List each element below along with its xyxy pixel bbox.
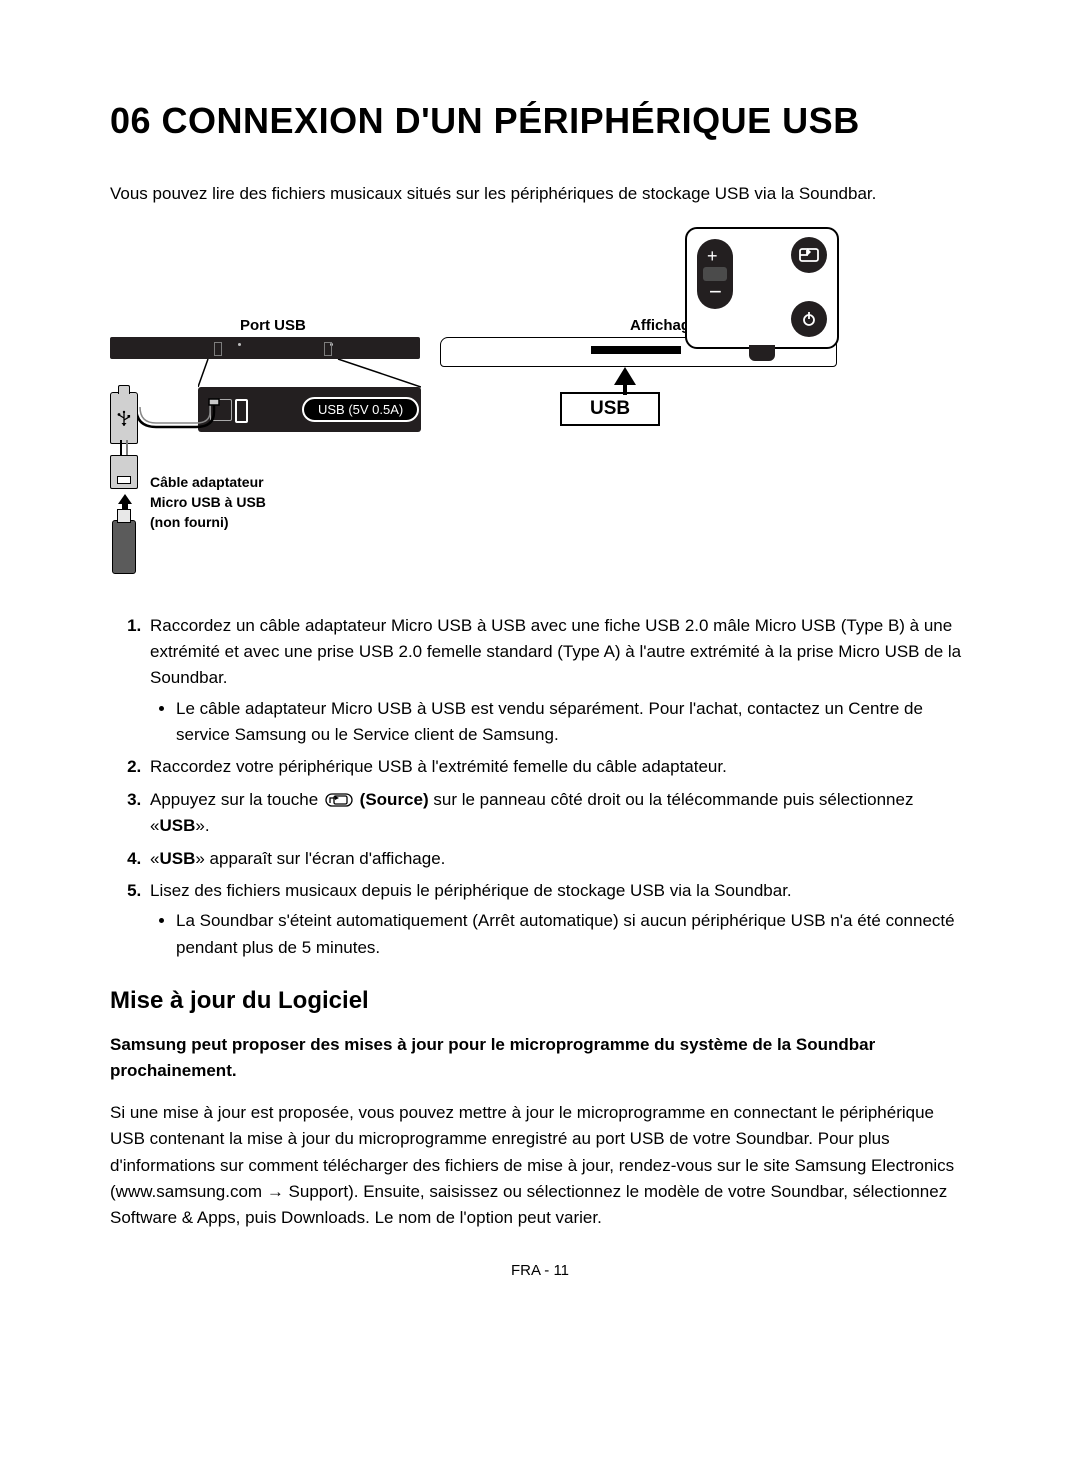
update-para: Si une mise à jour est proposée, vous po… <box>110 1100 970 1232</box>
diagram: Port USB Affichage USB (5V 0.5A) <box>110 227 970 597</box>
micro-usb-plug-icon <box>110 392 138 444</box>
volume-rocker-icon: + − <box>697 239 733 309</box>
section-title: 06 CONNEXION D'UN PÉRIPHÉRIQUE USB <box>110 100 970 142</box>
step-5: Lisez des fichiers musicaux depuis le pé… <box>146 878 970 961</box>
callout-arrow-icon <box>610 365 640 395</box>
soundbar-left-illustration <box>110 337 420 359</box>
page-footer: FRA - 11 <box>110 1262 970 1279</box>
step-3: Appuyez sur la touche (Source) sur le pa… <box>146 787 970 840</box>
step-1-bullet: Le câble adaptateur Micro USB à USB est … <box>176 696 970 749</box>
step-2: Raccordez votre périphérique USB à l'ext… <box>146 754 970 780</box>
cable-adapter-label: Câble adaptateur Micro USB à USB (non fo… <box>150 472 266 533</box>
source-button-icon <box>791 237 827 273</box>
power-button-icon <box>791 301 827 337</box>
zoom-lines-icon <box>198 359 421 389</box>
source-inline-icon <box>325 787 353 813</box>
port-icon <box>210 399 232 421</box>
port-usb-label: Port USB <box>240 317 306 334</box>
port-slot-icon <box>235 399 248 423</box>
cable-adapter-illustration <box>110 392 138 444</box>
step-4: «USB» apparaît sur l'écran d'affichage. <box>146 846 970 872</box>
intro-text: Vous pouvez lire des fichiers musicaux s… <box>110 182 970 207</box>
port-badge: USB (5V 0.5A) <box>302 397 419 422</box>
update-bold-para: Samsung peut proposer des mises à jour p… <box>110 1032 970 1083</box>
update-heading: Mise à jour du Logiciel <box>110 987 970 1015</box>
instruction-list: Raccordez un câble adaptateur Micro USB … <box>110 613 970 961</box>
usb-stick-icon <box>112 520 136 574</box>
remote-illustration: + − <box>685 227 839 349</box>
usb-display-box: USB <box>560 392 660 426</box>
usb-female-plug-icon <box>110 455 138 489</box>
step-5-bullet: La Soundbar s'éteint automatiquement (Ar… <box>176 908 970 961</box>
step-1: Raccordez un câble adaptateur Micro USB … <box>146 613 970 749</box>
